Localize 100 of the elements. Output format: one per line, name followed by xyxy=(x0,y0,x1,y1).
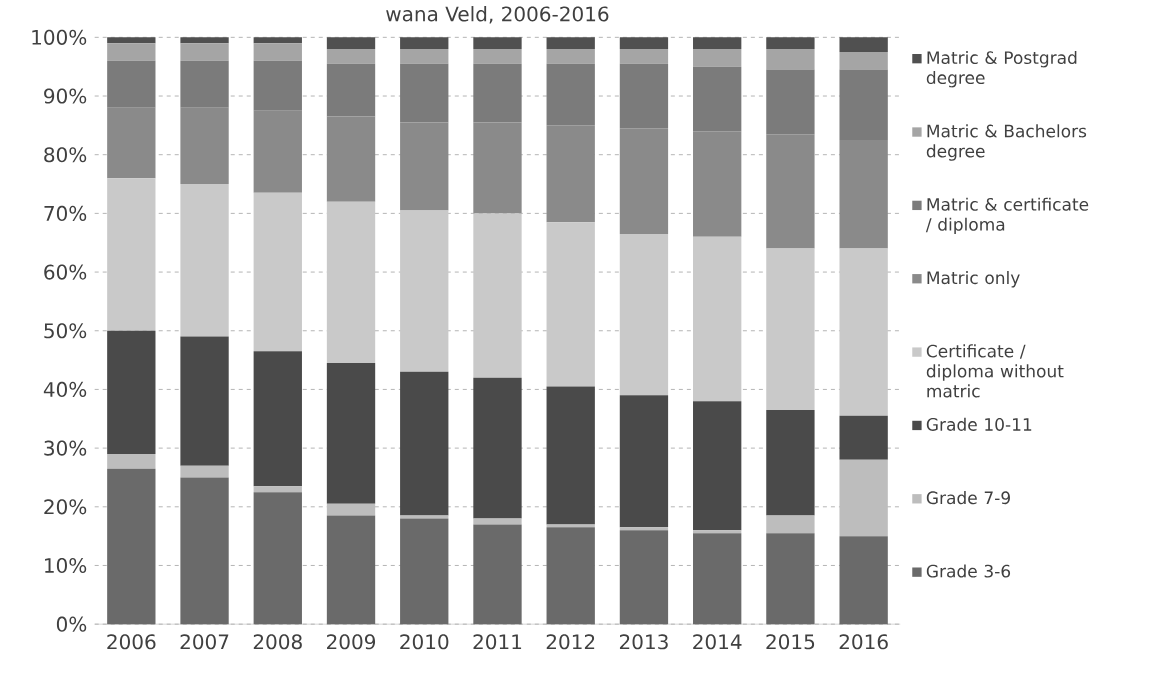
bar xyxy=(326,49,376,64)
bar xyxy=(546,222,595,387)
legend-label: Matric & Postgrad degree xyxy=(926,51,1077,88)
bar xyxy=(693,49,742,67)
bar xyxy=(766,248,815,411)
legend-label: Grade 3-6 xyxy=(926,564,1011,578)
bar xyxy=(839,248,888,417)
bar xyxy=(107,107,156,179)
bar xyxy=(253,110,302,194)
x-tick-label: 2016 xyxy=(839,634,888,650)
bar xyxy=(619,37,669,50)
bar xyxy=(400,49,449,64)
bar xyxy=(107,37,156,44)
bar xyxy=(473,63,522,123)
bar xyxy=(326,37,376,50)
bar xyxy=(766,410,815,516)
bar xyxy=(839,460,888,537)
legend-label: Matric & Bachelors degree xyxy=(926,124,1087,161)
bar xyxy=(693,37,742,50)
bar xyxy=(400,63,449,123)
bar xyxy=(546,125,595,223)
x-tick-label: 2014 xyxy=(693,634,742,650)
bar xyxy=(693,131,742,238)
bar xyxy=(619,128,669,235)
y-tick-label: 90% xyxy=(44,88,87,104)
bar xyxy=(693,530,742,534)
bar xyxy=(180,37,229,44)
bar xyxy=(546,386,595,525)
y-tick-label: 70% xyxy=(44,206,87,222)
bar xyxy=(107,61,156,108)
bar xyxy=(693,66,742,132)
bar xyxy=(253,486,302,493)
bar xyxy=(693,237,742,402)
legend-label: Matric & certificate / diploma xyxy=(925,197,1089,235)
bar xyxy=(473,49,522,64)
bar xyxy=(326,201,376,364)
bar xyxy=(619,49,669,64)
bar xyxy=(180,465,229,478)
x-tick-label: 2009 xyxy=(327,634,376,650)
bar xyxy=(326,504,376,516)
legend-label: Matric only xyxy=(927,271,1020,288)
bar xyxy=(839,52,888,70)
bar xyxy=(180,107,229,185)
bar xyxy=(180,43,229,62)
bar xyxy=(253,37,302,44)
bar xyxy=(473,37,522,50)
x-tick-label: 2008 xyxy=(253,634,302,650)
bar xyxy=(326,363,376,505)
bar xyxy=(473,377,522,519)
bar xyxy=(107,43,156,62)
y-tick-label: 100% xyxy=(32,30,87,46)
chart-title: wana Veld, 2006-2016 xyxy=(386,6,609,24)
bar xyxy=(839,416,888,461)
bar xyxy=(400,515,449,519)
bar xyxy=(546,63,595,126)
bar xyxy=(400,210,449,373)
x-tick-label: 2015 xyxy=(766,634,815,650)
bar xyxy=(253,61,302,111)
x-tick-label: 2011 xyxy=(473,634,522,650)
x-tick-label: 2007 xyxy=(180,634,229,650)
bar xyxy=(180,336,229,466)
bar xyxy=(839,140,888,249)
x-tick-label: 2006 xyxy=(107,634,156,650)
bar xyxy=(253,193,302,352)
y-tick-label: 50% xyxy=(44,323,87,339)
bar xyxy=(473,213,522,378)
bar xyxy=(400,372,449,516)
y-tick-label: 60% xyxy=(44,264,87,280)
x-tick-label: 2013 xyxy=(619,634,668,650)
bar xyxy=(839,37,888,53)
y-tick-label: 30% xyxy=(44,440,87,456)
y-tick-label: 20% xyxy=(44,499,87,515)
y-tick-label: 40% xyxy=(43,382,87,398)
bar xyxy=(107,178,156,331)
bar xyxy=(107,330,156,455)
bar xyxy=(180,184,229,337)
x-tick-label: 2010 xyxy=(400,634,449,650)
y-tick-label: 0% xyxy=(56,616,87,632)
bar xyxy=(619,527,669,531)
bar xyxy=(107,454,156,469)
bar xyxy=(693,401,742,531)
bar xyxy=(326,116,376,202)
bar xyxy=(766,37,815,50)
bar xyxy=(619,234,669,396)
bar xyxy=(326,63,376,117)
bar xyxy=(400,122,449,211)
bar xyxy=(766,69,815,135)
y-tick-label: 10% xyxy=(45,558,87,574)
bar xyxy=(546,37,595,50)
bar xyxy=(766,515,815,534)
bar xyxy=(400,37,449,50)
bar xyxy=(253,351,302,487)
bar xyxy=(619,63,669,129)
bar xyxy=(180,61,229,108)
legend-label: Grade 7-9 xyxy=(926,491,1010,505)
legend-label: Grade 10-11 xyxy=(926,417,1032,432)
bar xyxy=(473,122,522,214)
y-tick-label: 80% xyxy=(44,147,87,163)
bar xyxy=(546,524,595,528)
bar xyxy=(546,49,595,64)
